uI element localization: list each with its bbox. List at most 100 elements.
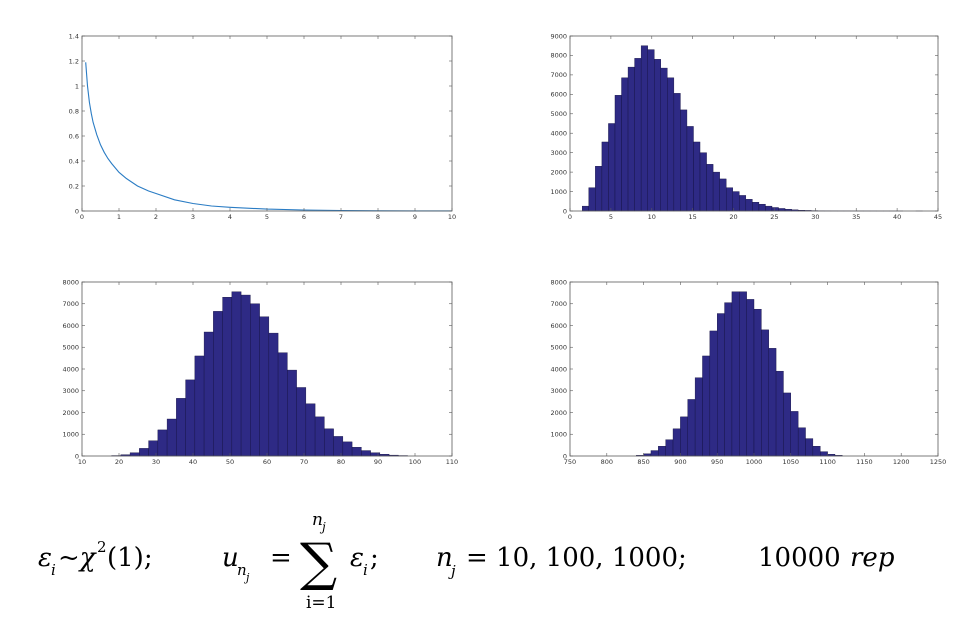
- y-tick-label: 8000: [550, 278, 567, 286]
- histogram-bar: [775, 370, 784, 457]
- y-tick-label: 1: [75, 82, 79, 90]
- formula-rep-word: rep: [850, 543, 895, 573]
- y-tick-label: 0: [75, 452, 79, 460]
- histogram-bar: [665, 439, 674, 457]
- y-tick-label: 9000: [550, 32, 567, 40]
- formula-epsilon: ε: [38, 543, 52, 573]
- x-tick-label: 20: [729, 213, 737, 221]
- histogram-bar: [797, 427, 806, 457]
- histogram-bar: [342, 441, 353, 457]
- formula-sum-upper-subscript: j: [319, 520, 326, 534]
- formula-epsilon-2-subscript: i: [363, 561, 368, 579]
- x-tick-label: 3: [191, 213, 195, 221]
- histogram-bar: [647, 49, 655, 212]
- histogram-bar: [752, 202, 760, 212]
- formula-nj-subscript: j: [448, 562, 456, 580]
- histogram-bar: [699, 152, 707, 212]
- x-tick-label: 5: [265, 213, 269, 221]
- histogram-bar: [627, 66, 635, 212]
- formula-u-subscript: n: [237, 561, 247, 579]
- chart-panel-histogram-n10: 0 5 10 15 20 25 30 35 40 45 0 1000 2000 3000 4000 5000 6…: [550, 32, 942, 221]
- histogram-bar: [805, 438, 814, 457]
- histogram-bar: [739, 291, 747, 457]
- x-tick-label: 40: [893, 213, 901, 221]
- histogram-bar: [370, 452, 381, 457]
- histogram-bar: [250, 303, 260, 457]
- histogram-bar: [351, 447, 362, 457]
- histogram-bar: [658, 446, 666, 457]
- histogram-bar: [595, 166, 603, 212]
- histogram-bar: [719, 178, 727, 212]
- histogram-bar: [717, 313, 725, 457]
- formula-chi-squared: ~χ: [58, 543, 98, 573]
- x-tick-label: 4: [228, 213, 232, 221]
- histogram-bar: [608, 123, 616, 212]
- x-tick-label: 20: [115, 458, 123, 466]
- x-tick-label: 7: [339, 213, 343, 221]
- histogram-bar: [305, 403, 316, 457]
- x-tick-label: 30: [152, 458, 160, 466]
- histogram-bar: [194, 355, 205, 457]
- histogram-bar: [129, 452, 140, 457]
- histogram-bar: [601, 141, 609, 212]
- y-tick-label: 6000: [550, 91, 567, 99]
- y-tick-label: 4000: [550, 130, 567, 138]
- y-tick-label: 0.6: [69, 132, 79, 140]
- y-tick-label: 1000: [550, 188, 567, 196]
- y-tick-label: 0.4: [69, 157, 79, 165]
- histogram-bar: [640, 45, 648, 212]
- histogram-bar: [709, 330, 718, 457]
- y-tick-label: 3000: [62, 387, 79, 395]
- histogram-bar: [765, 205, 773, 212]
- x-tick-label: 2: [154, 213, 158, 221]
- y-tick-label: 5000: [550, 344, 567, 352]
- y-tick-label: 8000: [62, 278, 79, 286]
- x-tick-label: 110: [446, 458, 458, 466]
- x-tick-label: 40: [189, 458, 197, 466]
- histogram-bar: [240, 294, 251, 457]
- formula-replications: 10000: [758, 543, 841, 573]
- histogram-bar: [231, 291, 242, 457]
- x-tick-label: 1200: [893, 458, 910, 466]
- y-tick-label: 0: [563, 207, 567, 215]
- y-tick-label: 7000: [550, 71, 567, 79]
- histogram-bar: [739, 195, 747, 212]
- histogram-bar: [654, 59, 661, 212]
- histogram-bar: [746, 299, 755, 457]
- formula-epsilon-subscript: i: [51, 561, 56, 579]
- histogram-bar: [731, 291, 740, 457]
- chart-panel-density: 0 1 2 3 4 5 6 7 8 9 10 0 0.2 0.4 0.6 0.8 1 1.2 1.4: [69, 32, 456, 221]
- histogram-bar: [157, 429, 168, 457]
- x-tick-label: 1250: [930, 458, 947, 466]
- y-tick-label: 2000: [550, 168, 567, 176]
- formula-u: u: [222, 543, 239, 573]
- x-tick-label: 30: [811, 213, 819, 221]
- y-tick-label: 0: [75, 207, 79, 215]
- x-tick-label: 10: [648, 213, 656, 221]
- y-tick-label: 7000: [550, 300, 567, 308]
- histogram-bar: [672, 428, 681, 457]
- histogram-bar: [166, 418, 177, 457]
- y-tick-label: 1.2: [69, 57, 79, 65]
- y-tick-label: 2000: [550, 409, 567, 417]
- x-tick-label: 90: [374, 458, 382, 466]
- histogram-bar: [726, 187, 733, 212]
- y-tick-label: 2000: [62, 409, 79, 417]
- histogram-bar: [673, 93, 681, 212]
- histogram-bar: [768, 348, 777, 457]
- x-tick-label: 900: [674, 458, 686, 466]
- y-tick-label: 6000: [62, 322, 79, 330]
- formula-u-subsubscript: j: [243, 571, 250, 584]
- x-tick-label: 35: [852, 213, 860, 221]
- histogram-bar: [213, 311, 223, 457]
- histogram-bar: [753, 308, 762, 457]
- histogram-bar: [771, 207, 779, 212]
- formula: ε i ~χ 2 (1); u n j = n j ∑ i=1 ε i ; n …: [38, 510, 895, 613]
- chart-panel-histogram-n100: 10 20 30 40 50 60 70 80 90 100 110 0 1000 2000 3000 400…: [62, 278, 458, 466]
- histogram-bar: [702, 355, 711, 457]
- histogram-bar: [324, 428, 334, 457]
- histogram-bar: [222, 297, 233, 457]
- axes-frame: [81, 35, 453, 212]
- histogram-bar: [314, 416, 325, 457]
- histogram-bar: [296, 387, 307, 457]
